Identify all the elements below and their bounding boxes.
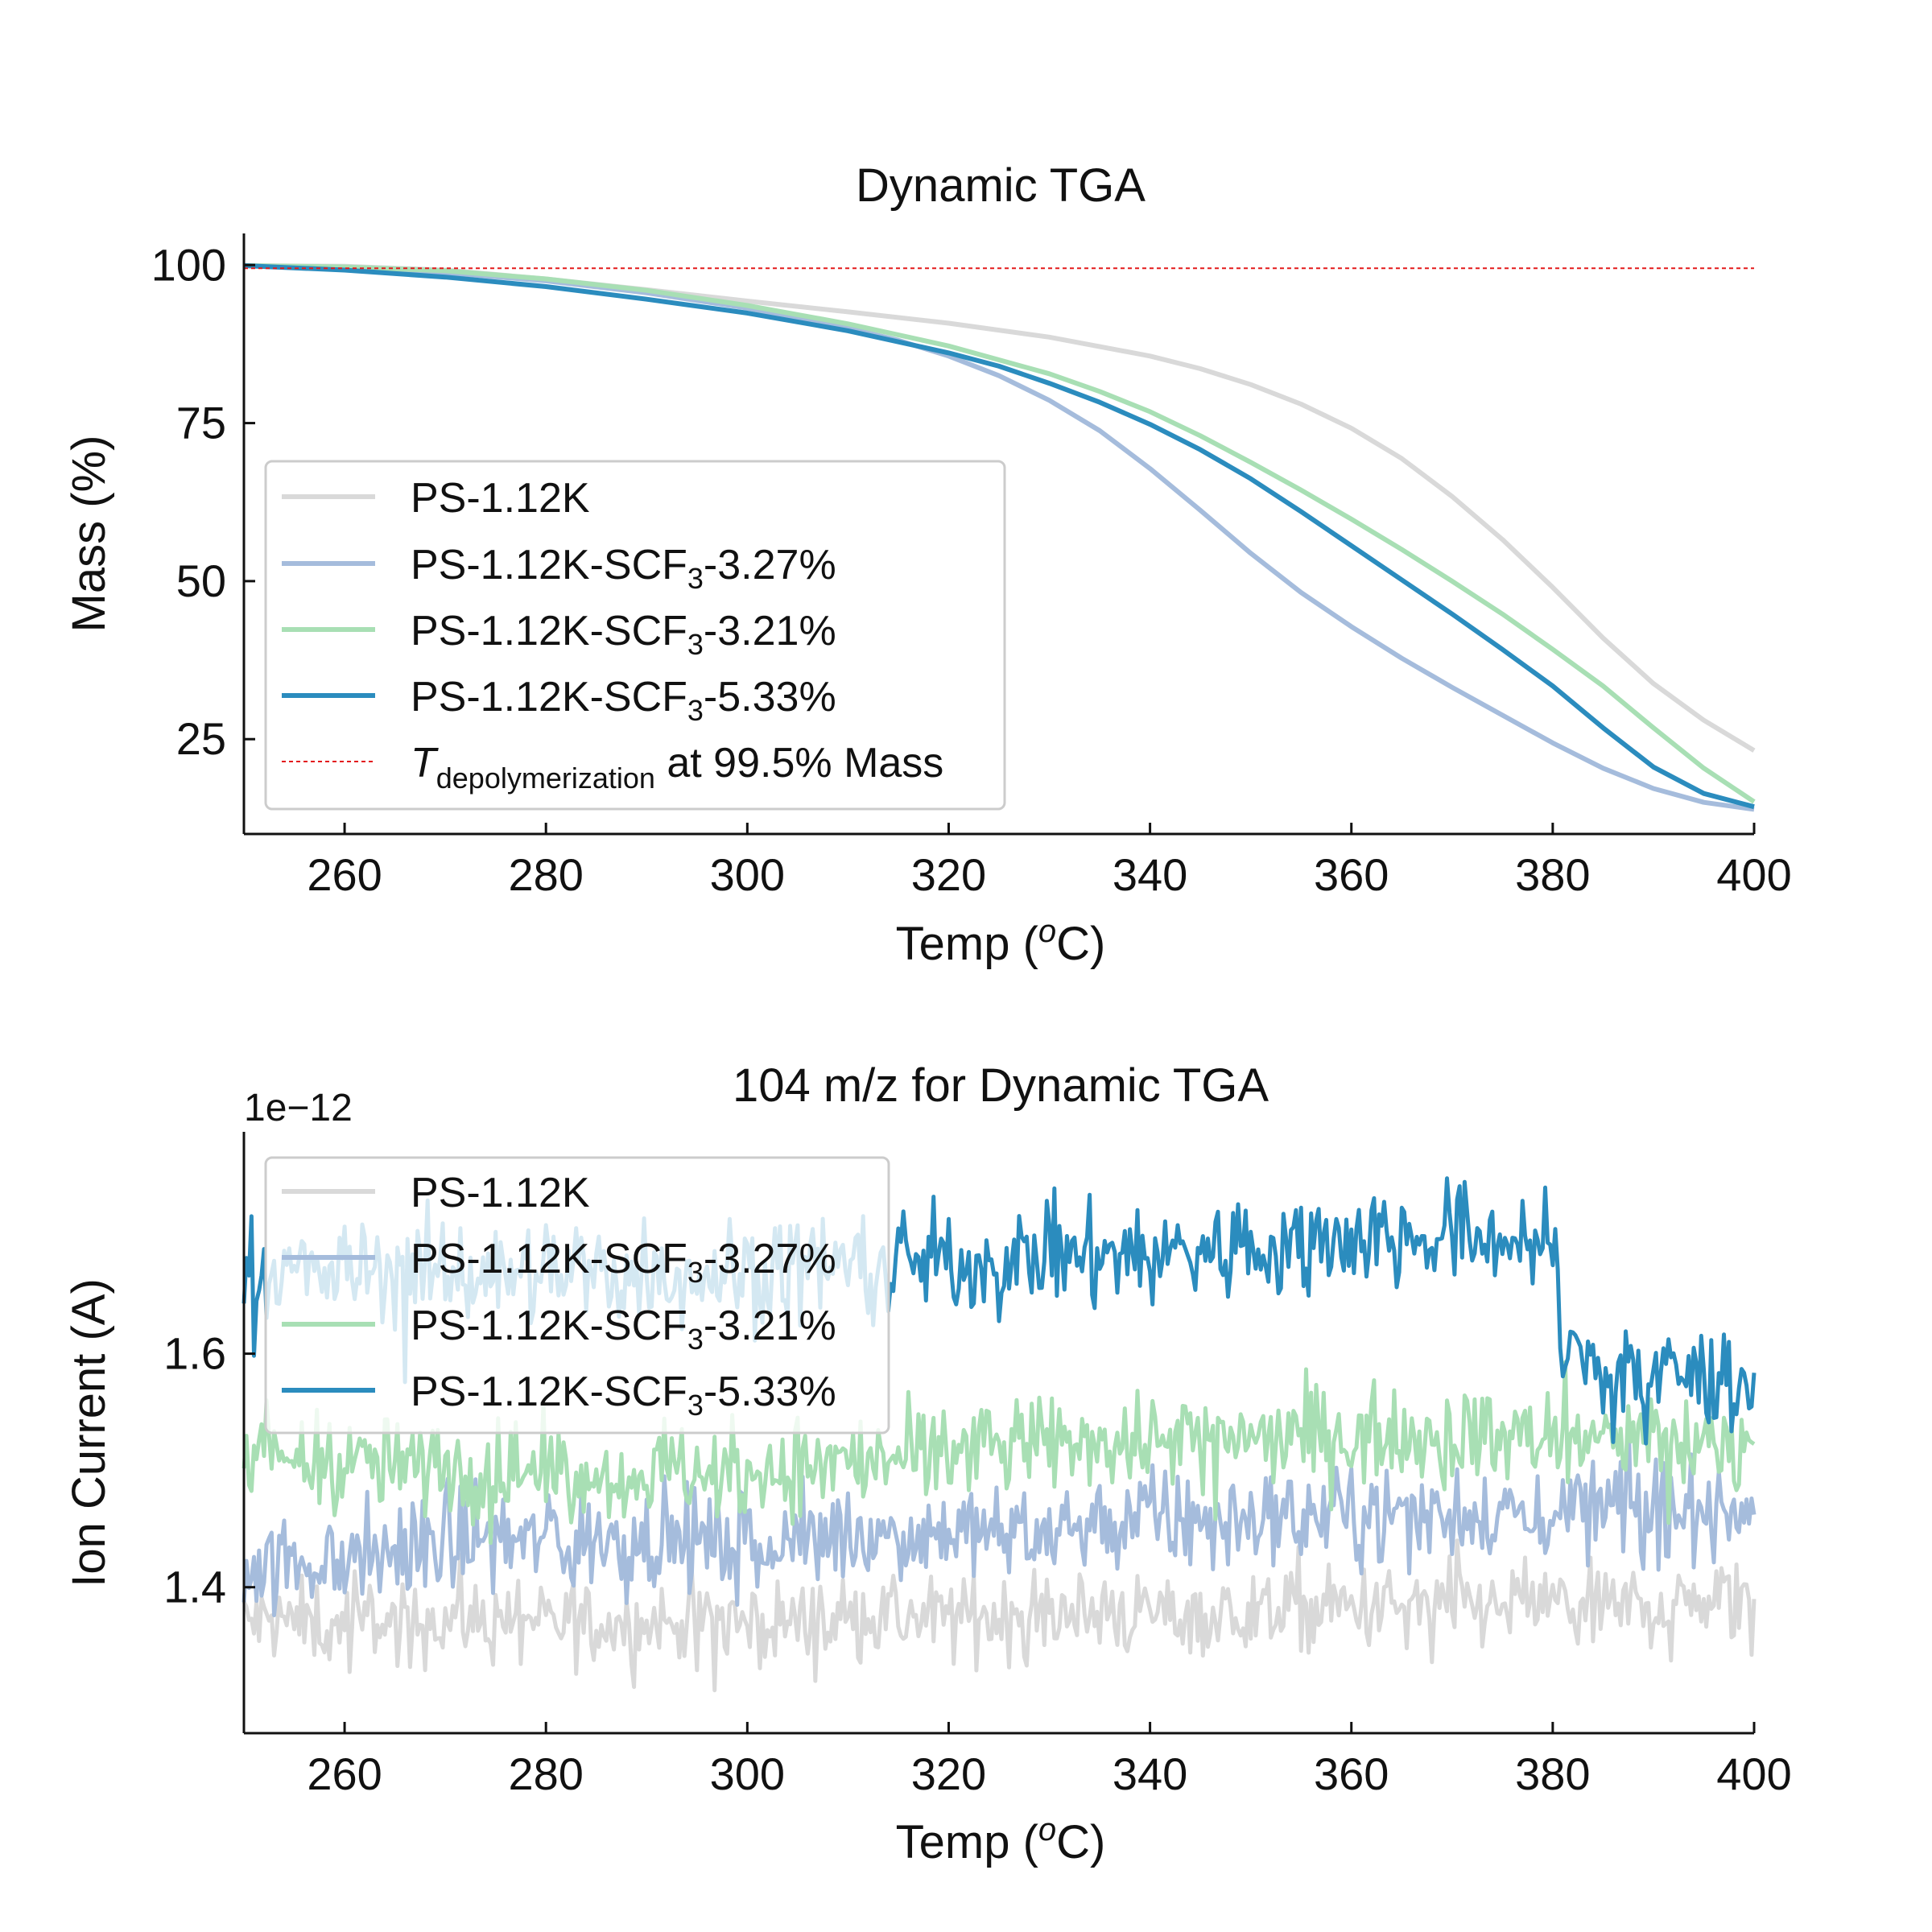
legend-label: PS-1.12K-SCF3-3.21% (411, 608, 836, 661)
y-tick-label: 25 (176, 713, 226, 764)
x-ticks: 260 280 300 320 340 360 380 400 (307, 823, 1792, 900)
x-tick-label: 260 (307, 1748, 382, 1799)
series-line-3 (242, 1360, 1756, 1546)
series-line-4 (243, 263, 1755, 810)
chart-dynamic-tga: Dynamic TGA 260 280 300 320 340 360 380 400 100… (63, 159, 1792, 970)
legend-label: Tdepolymerization at 99.5% Mass (411, 740, 943, 795)
x-tick-label: 400 (1716, 1748, 1791, 1799)
legend-label: PS-1.12K (411, 475, 590, 522)
x-tick-label: 400 (1716, 849, 1791, 900)
chart-104-mz: 104 m/z for Dynamic TGA 1e−12 260 280 300 3… (63, 1059, 1792, 1868)
y-tick-label: 1.6 (163, 1328, 226, 1379)
chart-title: Dynamic TGA (856, 159, 1146, 212)
series-line-3 (243, 263, 1756, 804)
x-tick-label: 380 (1515, 849, 1590, 900)
x-tick-label: 280 (508, 849, 583, 900)
legend-label: PS-1.12K-SCF3-5.33% (411, 674, 836, 727)
x-tick-label: 320 (911, 1748, 986, 1799)
x-tick-label: 300 (710, 1748, 785, 1799)
x-tick-label: 260 (307, 849, 382, 900)
x-tick-label: 360 (1314, 849, 1389, 900)
x-tick-label: 280 (508, 1748, 583, 1799)
legend-box (264, 1156, 890, 1435)
series-line-2 (242, 1404, 1757, 1617)
x-ticks: 260 280 300 320 340 360 380 400 (307, 1722, 1792, 1799)
x-tick-label: 340 (1113, 1748, 1187, 1799)
x-tick-label: 360 (1314, 1748, 1389, 1799)
legend: PS-1.12K PS-1.12K-SCF3-3.27% PS-1.12K-SC… (264, 460, 1006, 811)
legend-box (264, 460, 1006, 811)
legend-label: PS-1.12K (411, 1170, 590, 1216)
x-tick-label: 320 (911, 849, 986, 900)
x-tick-label: 300 (710, 849, 785, 900)
series-line-2 (243, 263, 1755, 812)
x-tick-label: 340 (1113, 849, 1187, 900)
x-axis-label: Temp (oC) (896, 914, 1106, 970)
x-tick-label: 380 (1515, 1748, 1590, 1799)
y-axis-label: Mass (%) (63, 436, 115, 633)
y-axis-label: Ion Current (A) (63, 1278, 115, 1587)
legend-label: PS-1.12K-SCF3-3.27% (411, 1236, 836, 1289)
y-tick-label: 75 (176, 398, 226, 448)
legend-label: PS-1.12K-SCF3-3.27% (411, 542, 836, 595)
legend-label: PS-1.12K-SCF3-3.21% (411, 1302, 836, 1356)
chart-title: 104 m/z for Dynamic TGA (733, 1059, 1269, 1112)
y-tick-label: 1.4 (163, 1562, 226, 1612)
y-ticks: 100 75 50 25 (151, 239, 255, 764)
axis-offset-label: 1e−12 (244, 1087, 353, 1129)
legend: PS-1.12K PS-1.12K-SCF3-3.27% PS-1.12K-SC… (264, 1156, 890, 1435)
series-line-1 (242, 1538, 1757, 1693)
series-group (242, 1176, 1757, 1693)
y-ticks: 1.6 1.4 (163, 1328, 255, 1612)
y-tick-label: 100 (151, 239, 226, 290)
x-axis-label: Temp (oC) (896, 1812, 1106, 1868)
series-group (243, 263, 1756, 812)
legend-label: PS-1.12K-SCF3-5.33% (411, 1368, 836, 1422)
y-tick-label: 50 (176, 555, 226, 606)
